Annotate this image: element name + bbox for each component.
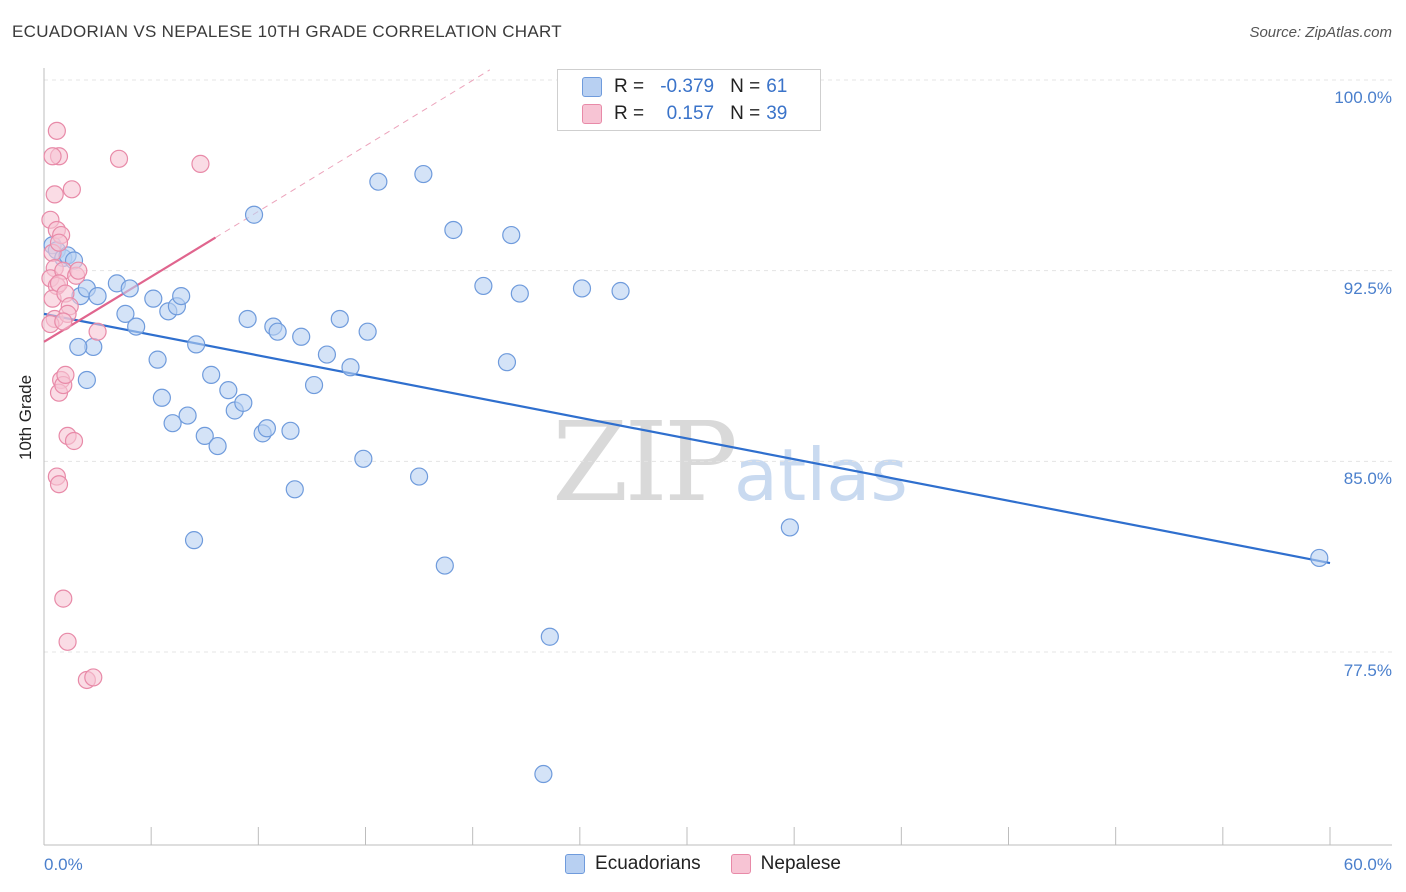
legend-swatch-pink xyxy=(582,104,602,124)
data-point-ecuadorians xyxy=(244,205,264,224)
legend-r-label: R = xyxy=(614,76,645,97)
trend-line-nepalese xyxy=(215,69,491,239)
data-point-ecuadorians xyxy=(172,286,191,306)
data-point-nepalese xyxy=(54,589,73,608)
y-axis-label: 10th Grade xyxy=(16,374,35,460)
data-point-ecuadorians xyxy=(534,764,553,784)
legend-r-value: -0.379 xyxy=(660,76,715,97)
data-point-nepalese xyxy=(62,180,81,199)
legend-label: Ecuadorians xyxy=(595,853,701,874)
legend-row-nepalese: R = 0.157 N = 39 xyxy=(582,101,787,127)
data-point-nepalese xyxy=(49,233,69,252)
x-tick-label-max: 60.0% xyxy=(1343,855,1392,874)
data-point-ecuadorians xyxy=(358,322,377,341)
data-point-ecuadorians xyxy=(234,393,253,412)
legend-swatch-blue xyxy=(582,77,602,97)
data-point-nepalese xyxy=(54,312,73,331)
data-point-ecuadorians xyxy=(281,421,300,440)
trend-line-ecuadorians xyxy=(43,312,1331,565)
data-point-ecuadorians xyxy=(474,276,493,296)
data-point-ecuadorians xyxy=(202,365,221,384)
data-point-ecuadorians xyxy=(219,381,238,400)
legend-row-ecuadorians: R = -0.379 N = 61 xyxy=(582,74,787,100)
data-point-ecuadorians xyxy=(414,164,433,184)
data-point-nepalese xyxy=(69,261,88,280)
legend-swatch-pink xyxy=(730,854,751,874)
source-label: Source: ZipAtlas.com xyxy=(1249,24,1392,41)
data-point-ecuadorians xyxy=(502,225,521,245)
data-point-nepalese xyxy=(45,185,64,204)
legend-n-value: 39 xyxy=(766,103,788,124)
data-point-ecuadorians xyxy=(257,419,277,438)
data-point-nepalese xyxy=(84,668,103,687)
data-point-ecuadorians xyxy=(611,281,630,301)
data-point-ecuadorians xyxy=(341,358,360,377)
y-tick-label: 77.5% xyxy=(1343,661,1392,680)
data-point-ecuadorians xyxy=(497,353,517,372)
data-point-ecuadorians xyxy=(292,327,311,346)
data-point-ecuadorians xyxy=(780,518,799,537)
data-point-ecuadorians xyxy=(163,414,182,433)
data-point-nepalese xyxy=(43,147,62,166)
data-point-ecuadorians xyxy=(152,388,171,407)
y-tick-label: 85.0% xyxy=(1343,469,1392,488)
data-point-ecuadorians xyxy=(317,345,337,364)
data-point-ecuadorians xyxy=(69,337,88,357)
data-point-ecuadorians xyxy=(572,279,592,298)
legend-r-value: 0.157 xyxy=(666,103,715,124)
legend-item-nepalese[interactable]: Nepalese xyxy=(730,853,841,875)
data-point-ecuadorians xyxy=(268,322,287,341)
data-point-ecuadorians xyxy=(330,309,349,329)
legend-label: Nepalese xyxy=(760,853,841,874)
data-point-nepalese xyxy=(49,475,69,494)
legend-swatch-blue xyxy=(565,854,586,874)
legend-n-label: N = xyxy=(730,76,761,97)
chart-title: ECUADORIAN VS NEPALESE 10TH GRADE CORREL… xyxy=(12,22,562,41)
stats-legend: R = -0.379 N = 61 R = 0.157 N = 39 xyxy=(557,69,821,131)
data-point-nepalese xyxy=(64,431,84,451)
data-point-nepalese xyxy=(109,149,129,168)
legend-n-value: 61 xyxy=(766,76,788,97)
data-point-ecuadorians xyxy=(195,426,214,446)
data-point-ecuadorians xyxy=(184,531,204,550)
data-point-ecuadorians xyxy=(304,375,324,395)
data-point-ecuadorians xyxy=(148,350,167,369)
data-point-nepalese xyxy=(88,322,107,341)
data-point-ecuadorians xyxy=(354,449,373,468)
data-point-ecuadorians xyxy=(510,284,529,303)
data-point-ecuadorians xyxy=(88,286,107,306)
data-point-ecuadorians xyxy=(444,220,463,240)
data-point-ecuadorians xyxy=(116,304,135,323)
data-point-nepalese xyxy=(47,121,66,140)
series-legend: Ecuadorians Nepalese xyxy=(0,853,1406,875)
data-point-ecuadorians xyxy=(238,309,257,329)
data-point-nepalese xyxy=(56,365,75,384)
data-point-ecuadorians xyxy=(285,480,304,499)
data-point-nepalese xyxy=(58,632,77,651)
data-point-nepalese xyxy=(191,154,210,173)
data-point-ecuadorians xyxy=(1310,548,1329,568)
x-tick-label-min: 0.0% xyxy=(44,855,83,874)
y-tick-label: 92.5% xyxy=(1343,279,1392,298)
data-point-ecuadorians xyxy=(77,370,96,390)
data-point-ecuadorians xyxy=(178,406,197,425)
data-point-ecuadorians xyxy=(120,279,139,298)
data-point-ecuadorians xyxy=(435,556,454,575)
data-point-ecuadorians xyxy=(187,335,206,354)
data-point-ecuadorians xyxy=(127,317,146,336)
data-point-ecuadorians xyxy=(144,289,163,308)
legend-item-ecuadorians[interactable]: Ecuadorians xyxy=(565,853,701,875)
data-point-ecuadorians xyxy=(540,627,559,646)
data-point-ecuadorians xyxy=(369,172,388,191)
legend-n-label: N = xyxy=(730,103,761,124)
data-point-ecuadorians xyxy=(409,467,429,486)
legend-r-label: R = xyxy=(614,103,645,124)
y-tick-label: 100.0% xyxy=(1334,88,1392,107)
data-point-ecuadorians xyxy=(208,436,227,456)
